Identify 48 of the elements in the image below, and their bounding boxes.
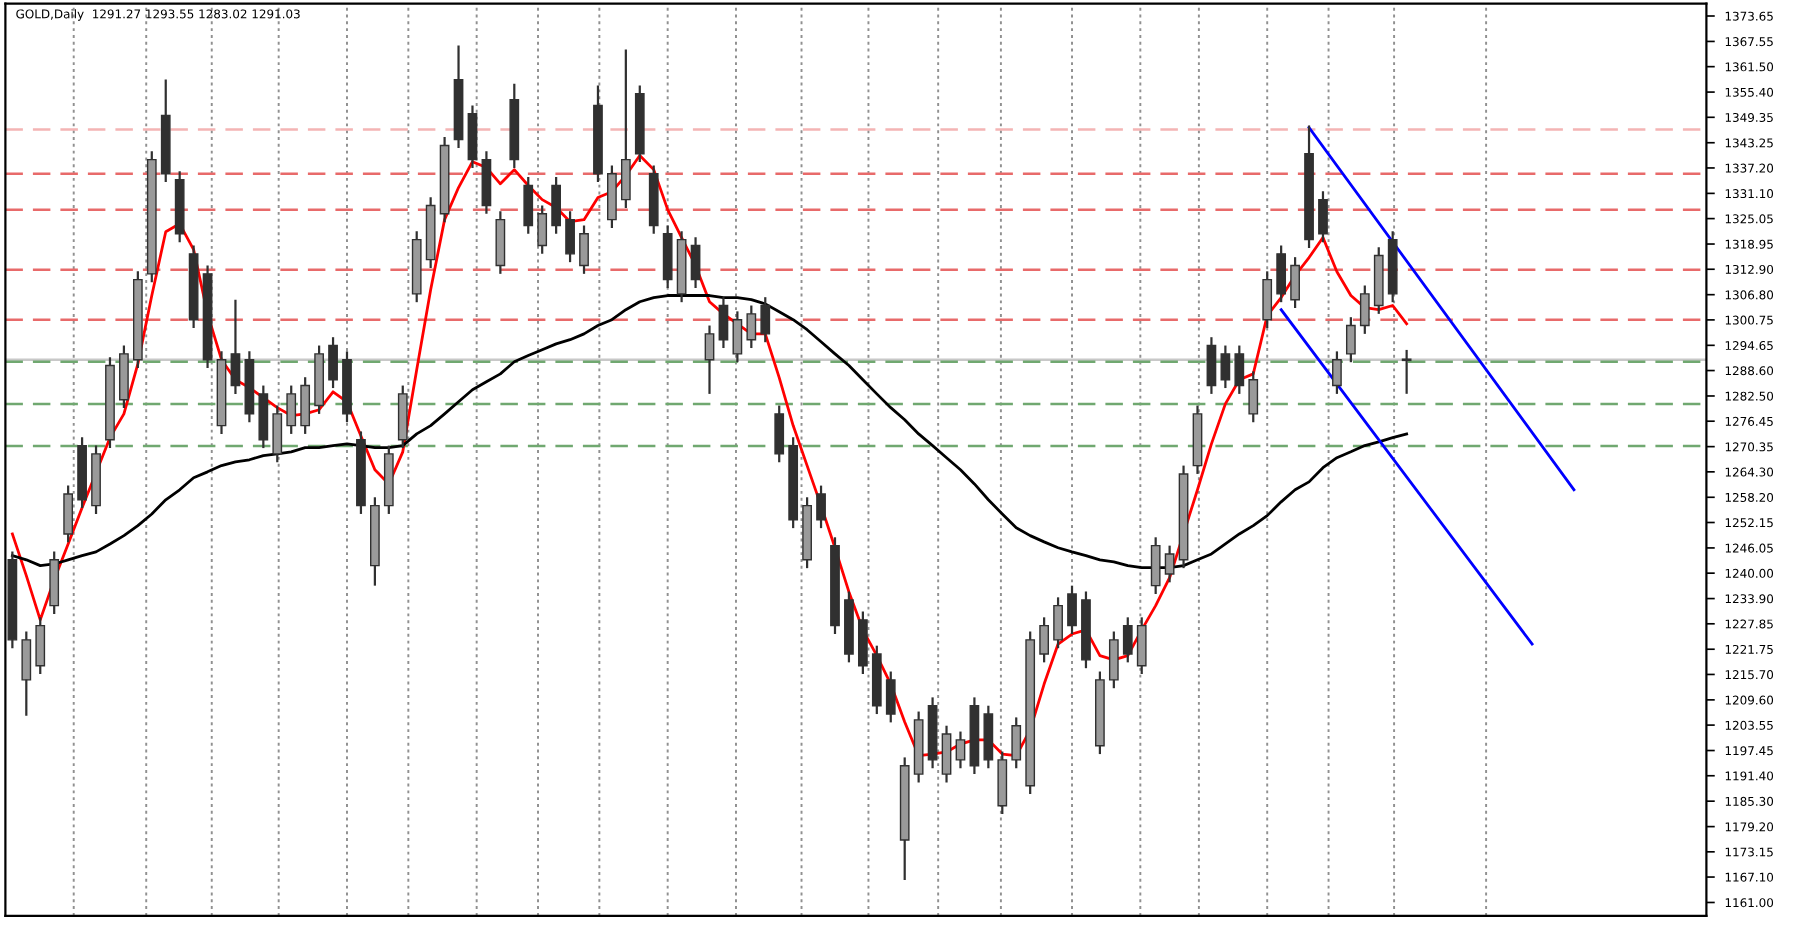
candlestick — [1359, 284, 1370, 335]
candlestick — [1290, 256, 1300, 310]
candlestick — [857, 610, 868, 676]
candlestick — [1318, 190, 1328, 244]
candlestick — [1276, 244, 1287, 304]
candlestick — [49, 550, 60, 616]
candlestick — [1401, 348, 1412, 395]
candlestick — [1234, 344, 1245, 395]
candlestick — [481, 150, 492, 215]
candlestick — [467, 104, 478, 170]
candlestick — [1108, 630, 1119, 690]
candlestick — [1039, 616, 1050, 664]
candlestick — [258, 384, 269, 450]
candlestick — [565, 210, 575, 264]
candlestick — [718, 296, 729, 350]
candlestick — [328, 336, 338, 390]
candlestick — [607, 164, 617, 230]
candlestick — [816, 484, 826, 530]
candlestick — [1164, 544, 1175, 584]
candlestick — [690, 236, 701, 290]
candlestick — [119, 344, 129, 410]
candlestick — [704, 324, 715, 395]
candlestick — [774, 404, 785, 464]
candlestick — [885, 670, 896, 724]
candlestick — [21, 630, 32, 717]
candlestick — [760, 296, 771, 344]
candlestick — [662, 224, 673, 290]
candlestick — [1248, 370, 1259, 424]
candlestick — [523, 176, 534, 235]
candlestick — [1053, 596, 1063, 650]
candlestick — [1206, 336, 1217, 395]
candlestick — [495, 210, 506, 275]
candlestick — [230, 298, 241, 395]
candlestick — [551, 176, 562, 235]
candlestick — [300, 376, 311, 436]
candlestick — [1011, 716, 1022, 770]
candlestick — [286, 384, 297, 436]
candlestick — [620, 48, 631, 210]
candlestick — [1067, 584, 1077, 636]
candlestick — [1150, 536, 1161, 596]
candlestick — [1122, 616, 1133, 664]
candlestick — [746, 304, 757, 350]
candlestick — [1345, 316, 1356, 364]
candlestick — [983, 704, 994, 770]
candlestick — [579, 224, 589, 275]
candlestick — [955, 730, 966, 770]
candlestick — [1220, 344, 1231, 390]
candlestick — [35, 616, 46, 676]
